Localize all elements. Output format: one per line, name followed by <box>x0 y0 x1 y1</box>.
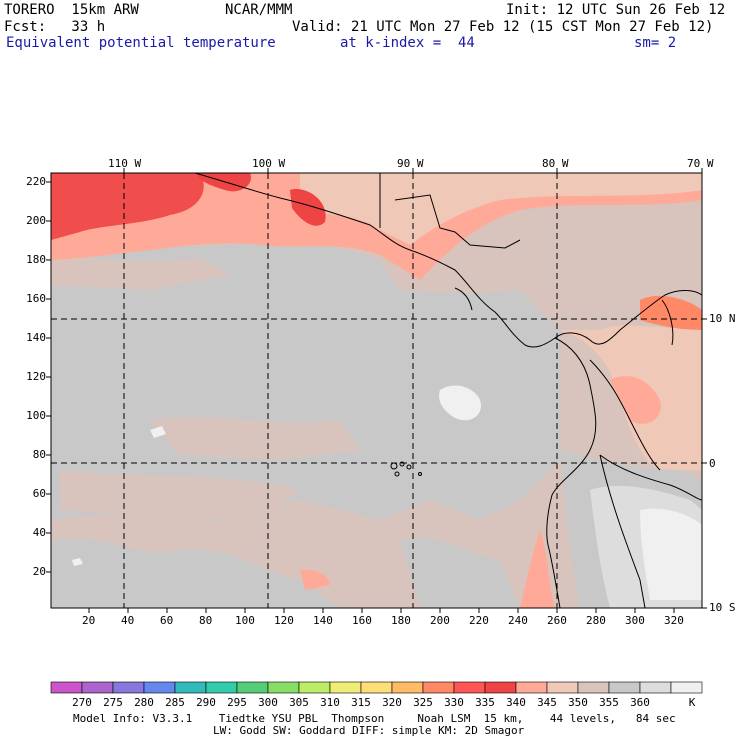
x-tick: 20 <box>82 614 96 627</box>
lat-label-10n: 10 N <box>709 312 736 325</box>
colorbar-tick-label: 360 <box>630 696 650 709</box>
colorbar-swatch <box>112 681 145 694</box>
lat-label-0: 0 <box>709 457 716 470</box>
x-tick: 280 <box>586 614 606 627</box>
x-tick: 220 <box>469 614 489 627</box>
x-tick: 180 <box>391 614 411 627</box>
colorbar-swatch <box>422 681 455 694</box>
y-tick: 220 <box>26 175 46 188</box>
colorbar-tick-label: 355 <box>599 696 619 709</box>
colorbar-swatch <box>50 681 83 694</box>
colorbar-swatch <box>298 681 331 694</box>
x-tick: 200 <box>430 614 450 627</box>
colorbar-swatch <box>360 681 393 694</box>
y-tick: 140 <box>26 331 46 344</box>
colorbar-tick-label: 275 <box>103 696 123 709</box>
model-title: TORERO 15km ARW <box>4 2 139 18</box>
colorbar-swatch <box>484 681 517 694</box>
colorbar-swatch <box>608 681 641 694</box>
colorbar-unit: K <box>688 696 696 709</box>
init-time: Init: 12 UTC Sun 26 Feb 12 <box>506 2 726 18</box>
colorbar-tick-label: 330 <box>444 696 464 709</box>
x-tick: 140 <box>313 614 333 627</box>
axis-ticks <box>46 168 707 613</box>
colorbar-tick-label: 310 <box>320 696 340 709</box>
colorbar-tick-label: 350 <box>568 696 588 709</box>
colorbar-tick-label: 315 <box>351 696 371 709</box>
colorbar-swatch <box>577 681 610 694</box>
colorbar-tick-label: 345 <box>537 696 557 709</box>
y-tick: 160 <box>26 292 46 305</box>
colorbar-tick-label: 300 <box>258 696 278 709</box>
y-tick: 80 <box>32 448 46 461</box>
colorbar-tick-label: 280 <box>134 696 154 709</box>
y-tick: 60 <box>32 487 46 500</box>
coastlines <box>194 173 702 608</box>
y-tick: 120 <box>26 370 46 383</box>
model-info-line2: LW: Godd SW: Goddard DIFF: simple KM: 2D… <box>213 724 525 737</box>
y-tick: 40 <box>32 526 46 539</box>
y-tick: 200 <box>26 214 46 227</box>
x-tick: 260 <box>547 614 567 627</box>
x-tick: 240 <box>508 614 528 627</box>
model-info-line1: Model Info: V3.3.1 Tiedtke YSU PBL Thomp… <box>73 712 676 725</box>
map-frame <box>50 172 703 609</box>
colorbar-swatch <box>236 681 269 694</box>
lon-label-70w: 70 W <box>687 157 714 170</box>
colorbar-swatch <box>639 681 672 694</box>
colorbar-swatch <box>515 681 548 694</box>
colorbar-tick-label: 290 <box>196 696 216 709</box>
x-tick: 60 <box>160 614 174 627</box>
colorbar-tick-label: 270 <box>72 696 92 709</box>
colorbar-swatch <box>143 681 176 694</box>
forecast-hour: Fcst: 33 h <box>4 19 106 35</box>
colorbar-tick-label: 325 <box>413 696 433 709</box>
colorbar-tick-label: 305 <box>289 696 309 709</box>
y-tick: 100 <box>26 409 46 422</box>
x-tick: 300 <box>625 614 645 627</box>
colorbar <box>50 681 703 694</box>
level-label: at k-index = 44 <box>340 35 475 51</box>
colorbar-swatch <box>453 681 486 694</box>
colorbar-tick-label: 340 <box>506 696 526 709</box>
colorbar-swatch <box>205 681 238 694</box>
lon-label-80w: 80 W <box>542 157 569 170</box>
colorbar-swatch <box>391 681 424 694</box>
colorbar-tick-label: 320 <box>382 696 402 709</box>
x-tick: 120 <box>274 614 294 627</box>
colorbar-swatch <box>546 681 579 694</box>
valid-time: Valid: 21 UTC Mon 27 Feb 12 (15 CST Mon … <box>292 19 714 35</box>
x-tick: 160 <box>352 614 372 627</box>
colorbar-swatch <box>670 681 703 694</box>
x-tick: 40 <box>121 614 135 627</box>
org-label: NCAR/MMM <box>225 2 293 18</box>
theta-e-field <box>51 173 702 608</box>
x-tick: 100 <box>235 614 255 627</box>
colorbar-swatch <box>329 681 362 694</box>
colorbar-tick-label: 335 <box>475 696 495 709</box>
smoothing-label: sm= 2 <box>634 35 677 51</box>
colorbar-swatch <box>267 681 300 694</box>
colorbar-swatch <box>174 681 207 694</box>
x-tick: 80 <box>199 614 213 627</box>
latlon-grid <box>51 173 702 608</box>
lon-label-90w: 90 W <box>397 157 424 170</box>
lon-label-100w: 100 W <box>252 157 286 170</box>
y-tick: 180 <box>26 253 46 266</box>
x-tick: 320 <box>664 614 684 627</box>
lon-label-110w: 110 W <box>108 157 142 170</box>
colorbar-tick-label: 295 <box>227 696 247 709</box>
lat-label-10s: 10 S <box>709 601 736 614</box>
colorbar-tick-label: 285 <box>165 696 185 709</box>
y-tick: 20 <box>32 565 46 578</box>
colorbar-swatch <box>81 681 114 694</box>
field-name: Equivalent potential temperature <box>6 35 276 51</box>
